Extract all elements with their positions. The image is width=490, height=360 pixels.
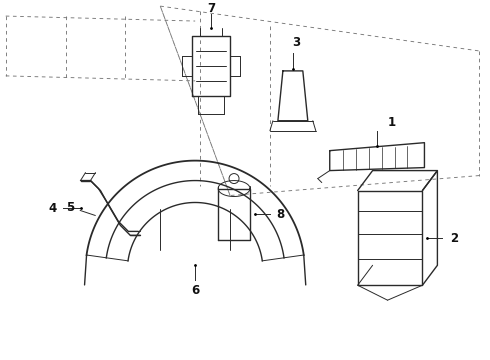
Text: 3: 3 [292, 36, 300, 49]
Text: 6: 6 [191, 284, 199, 297]
Text: 2: 2 [450, 232, 459, 245]
Text: 4: 4 [49, 202, 57, 215]
Text: 8: 8 [276, 208, 284, 221]
Text: 7: 7 [207, 1, 215, 15]
Text: 1: 1 [388, 116, 395, 129]
Text: 5: 5 [66, 201, 74, 214]
